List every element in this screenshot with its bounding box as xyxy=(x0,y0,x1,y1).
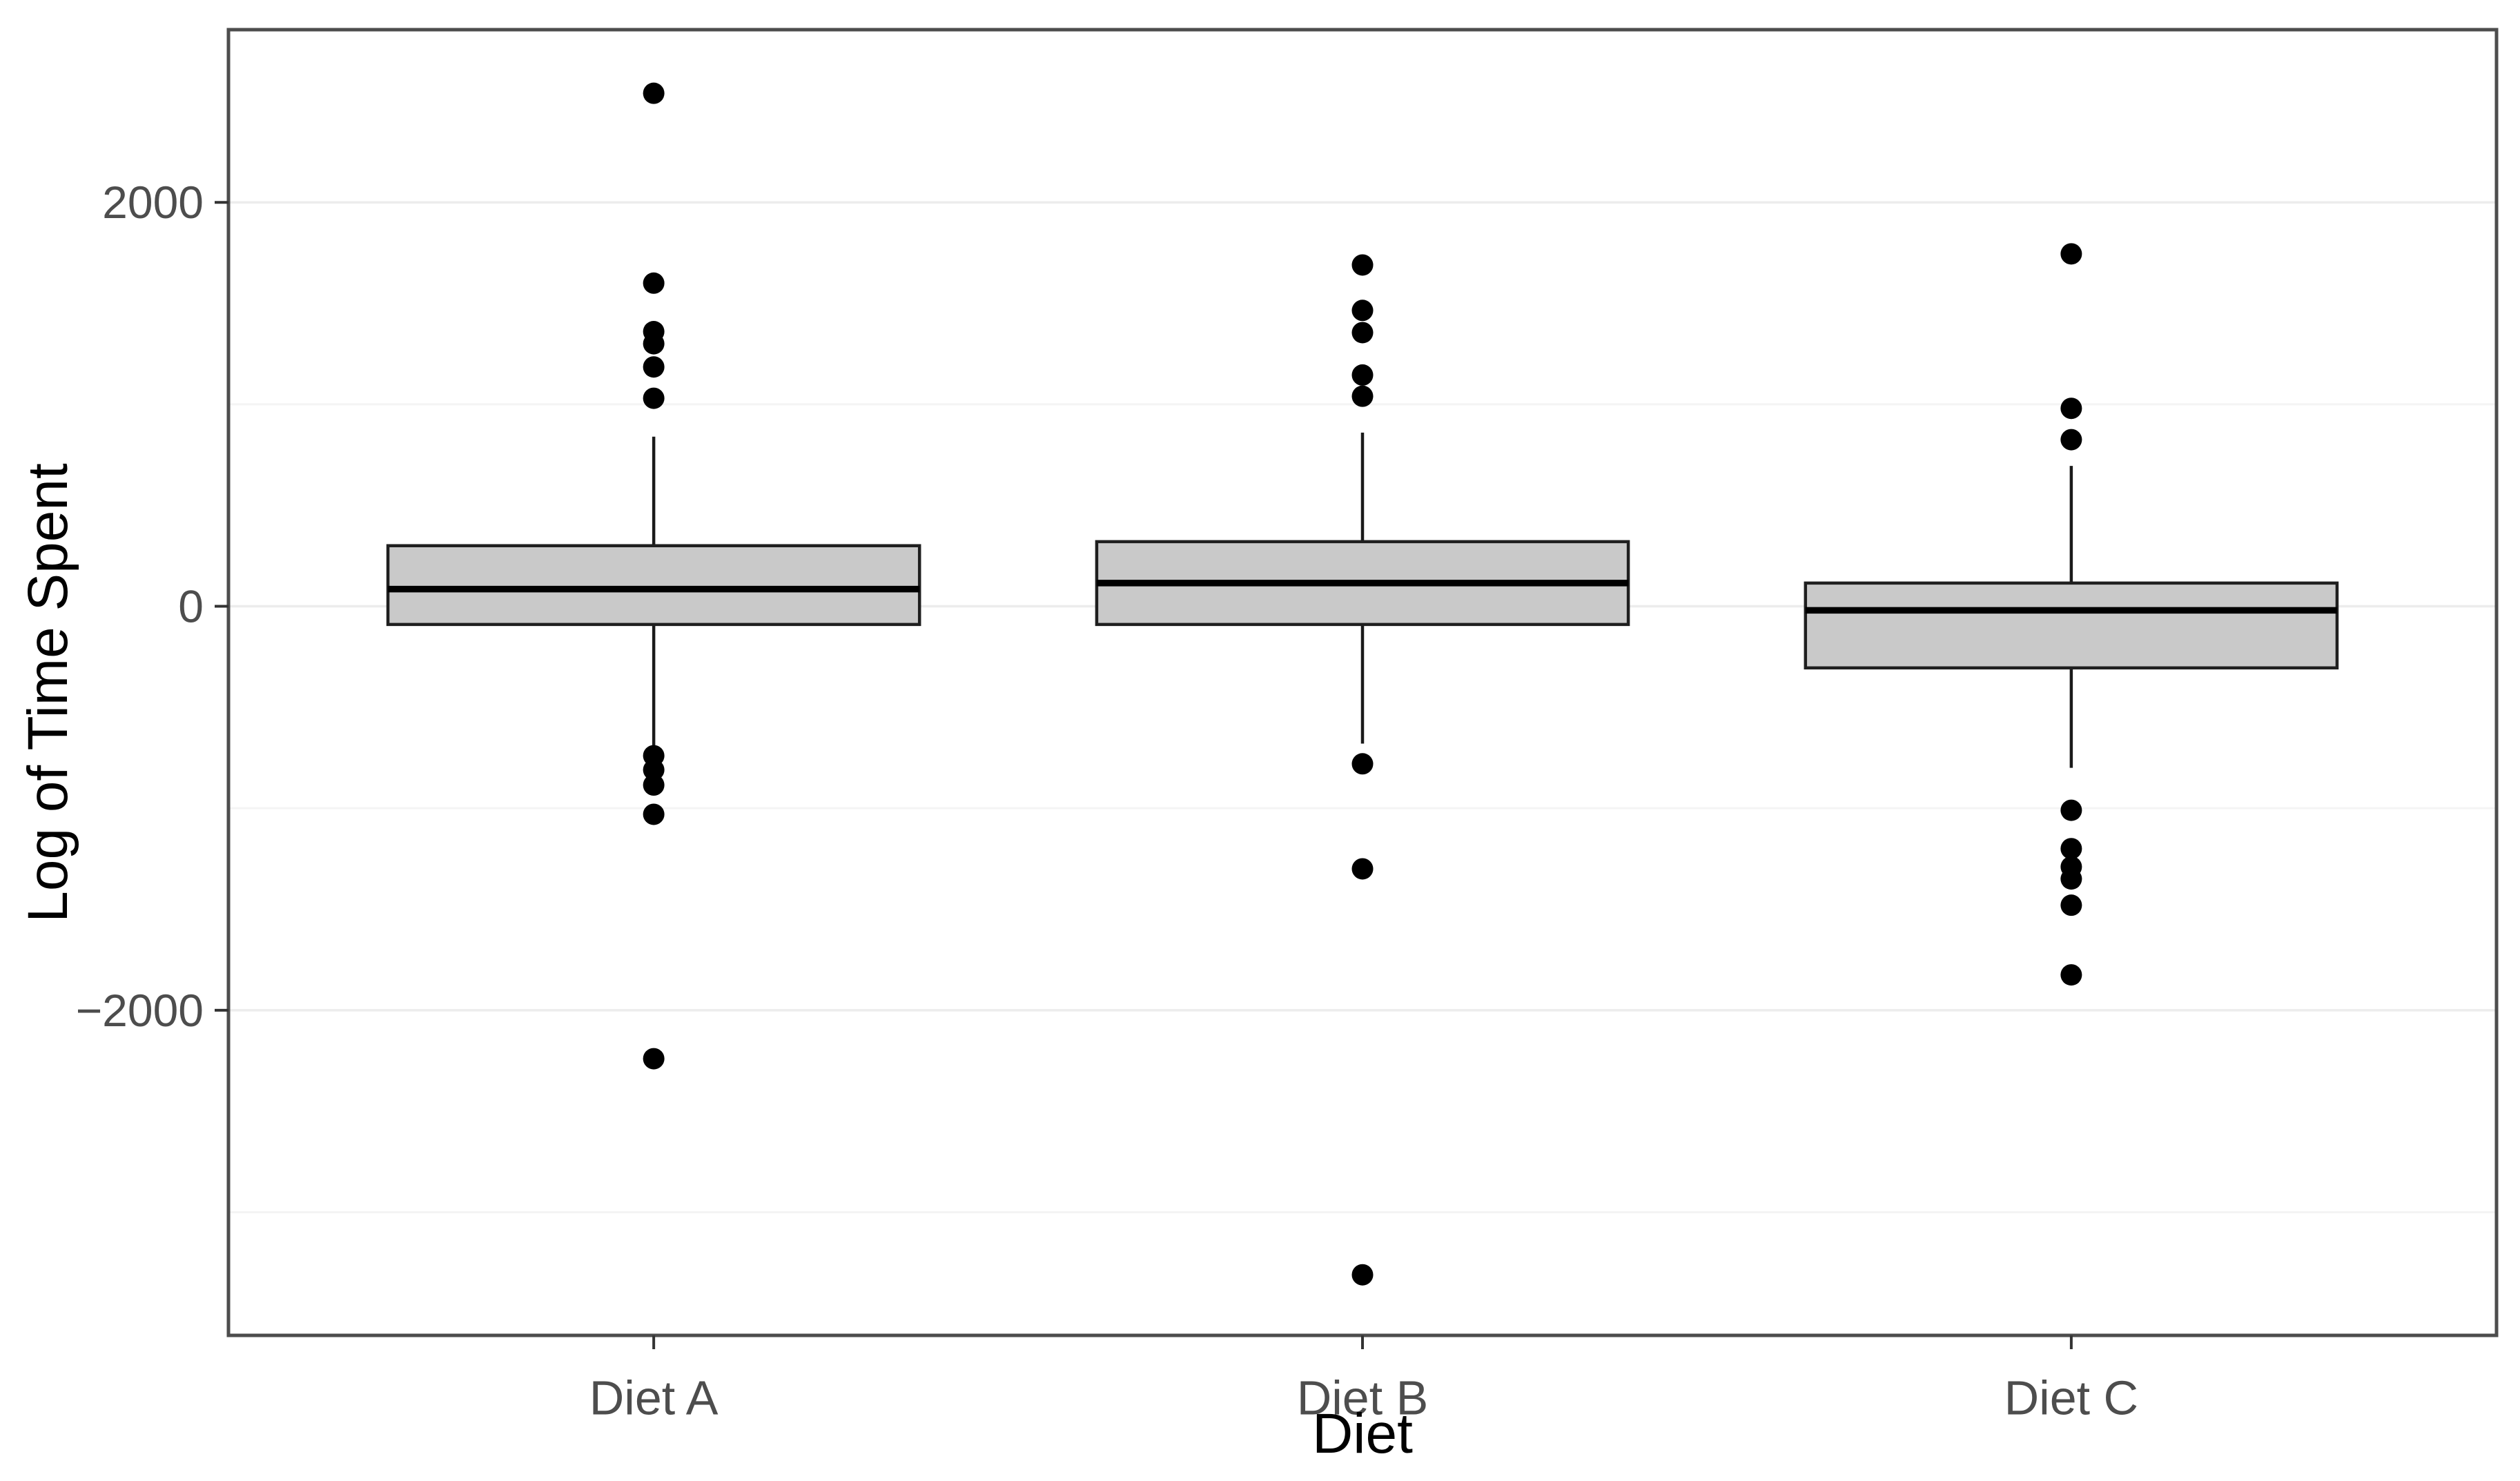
outlier-dot xyxy=(1351,385,1374,407)
x-category-label: Diet C xyxy=(2004,1371,2138,1424)
outlier-dot xyxy=(1351,254,1374,276)
outlier-dot xyxy=(2060,243,2082,265)
x-category-label: Diet B xyxy=(1297,1371,1429,1424)
outlier-dot xyxy=(1351,322,1374,344)
box[interactable] xyxy=(386,544,921,627)
x-category-label: Diet A xyxy=(589,1371,719,1424)
x-axis-title: Diet xyxy=(1312,1402,1413,1465)
outlier-dot xyxy=(643,272,665,294)
y-tick-label: −2000 xyxy=(76,985,204,1036)
outlier-dot xyxy=(643,1048,665,1070)
outlier-dot xyxy=(643,803,665,825)
outlier-dot xyxy=(2060,894,2082,916)
outlier-dot xyxy=(643,333,665,355)
outlier-dot xyxy=(2060,398,2082,420)
outlier-dot xyxy=(643,387,665,409)
outlier-dot xyxy=(1351,364,1374,386)
y-axis-title: Log of Time Spent xyxy=(17,463,79,923)
outlier-dot xyxy=(1351,300,1374,322)
outlier-dot xyxy=(2060,964,2082,986)
outlier-dot xyxy=(643,82,665,104)
outlier-dot xyxy=(2060,868,2082,890)
outlier-dot xyxy=(1351,753,1374,775)
outlier-dot xyxy=(2060,799,2082,821)
outlier-dot xyxy=(2060,429,2082,451)
box[interactable] xyxy=(1804,581,2339,670)
outlier-dot xyxy=(643,774,665,796)
outlier-dot xyxy=(1351,858,1374,880)
outlier-dot xyxy=(2060,838,2082,860)
outlier-dot xyxy=(643,759,665,781)
y-tick-label: 2000 xyxy=(102,177,204,228)
y-tick-label: 0 xyxy=(178,581,204,632)
outlier-dot xyxy=(1351,1264,1374,1286)
outlier-dot xyxy=(643,356,665,378)
